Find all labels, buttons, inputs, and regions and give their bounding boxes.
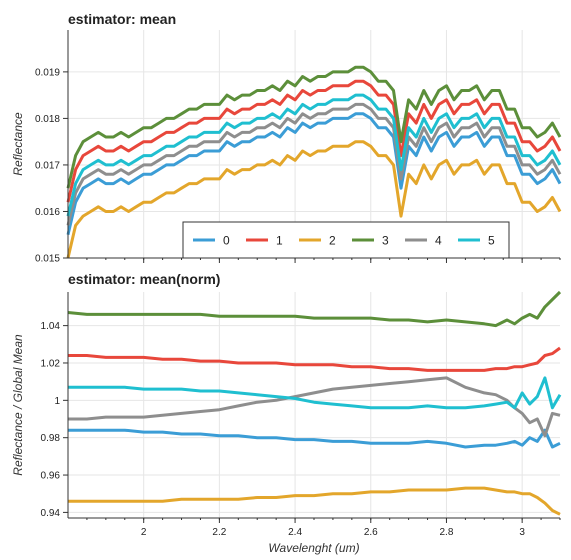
x-tick-label: 2.6 <box>364 527 378 538</box>
series-line-0 <box>66 112 562 236</box>
top-ylabel: Reflectance <box>11 112 25 176</box>
y-tick-label: 1.02 <box>41 358 61 369</box>
bottom-axes: 2 2.2 2.4 2.6 2.8 3 0.94 0.96 0.98 1 1.02 1.04 <box>41 292 561 538</box>
bottom-panel: estimator: mean(norm) 2 2.2 2.4 2.6 2.8 3 0.94… <box>11 271 562 555</box>
x-tick-label: 3 <box>519 527 525 538</box>
x-tick-label: 2 <box>141 527 147 538</box>
legend-label-2: 2 <box>329 234 336 248</box>
series-line-1 <box>66 79 562 203</box>
bottom-ylabel: Reflectance / Global Mean <box>11 334 25 476</box>
series-line-4 <box>68 376 561 438</box>
series-line-4 <box>66 102 562 226</box>
x-axis-label: Wavelenght (um) <box>268 541 359 555</box>
legend-label-0: 0 <box>223 234 230 248</box>
legend: 0 1 2 3 4 5 <box>182 221 510 259</box>
series-line-2 <box>66 140 562 259</box>
top-panel-title: estimator: mean <box>68 11 176 27</box>
legend-label-1: 1 <box>276 234 283 248</box>
y-tick-label: 1.04 <box>41 321 61 332</box>
x-tick-label: 2.2 <box>212 527 226 538</box>
y-tick-label: 0.015 <box>35 254 60 265</box>
legend-label-4: 4 <box>435 234 442 248</box>
series-line-3 <box>67 290 562 328</box>
y-tick-label: 0.98 <box>41 433 61 444</box>
bottom-grid <box>68 292 560 518</box>
x-tick-label: 2.4 <box>288 527 302 538</box>
bottom-lines <box>67 290 562 516</box>
top-panel: estimator: mean 0.015 0.016 0.017 0.018 0.01… <box>11 11 562 265</box>
y-tick-label: 0.96 <box>41 471 61 482</box>
series-line-3 <box>66 65 562 189</box>
y-tick-label: 0.018 <box>35 114 60 125</box>
series-line-5 <box>66 93 562 217</box>
series-line-2 <box>68 486 561 516</box>
legend-label-5: 5 <box>488 234 495 248</box>
y-tick-label: 0.017 <box>35 160 60 171</box>
x-tick-label: 2.8 <box>440 527 454 538</box>
y-tick-label: 0.019 <box>35 67 60 78</box>
y-tick-label: 0.016 <box>35 207 60 218</box>
legend-label-3: 3 <box>382 234 389 248</box>
y-tick-label: 1 <box>54 396 60 407</box>
legend-box <box>182 221 510 259</box>
bottom-panel-title: estimator: mean(norm) <box>68 271 220 287</box>
series-line-1 <box>68 346 561 372</box>
top-lines <box>66 65 562 259</box>
series-line-0 <box>68 428 561 449</box>
series-line-5 <box>68 376 562 410</box>
y-tick-label: 0.94 <box>41 508 61 519</box>
